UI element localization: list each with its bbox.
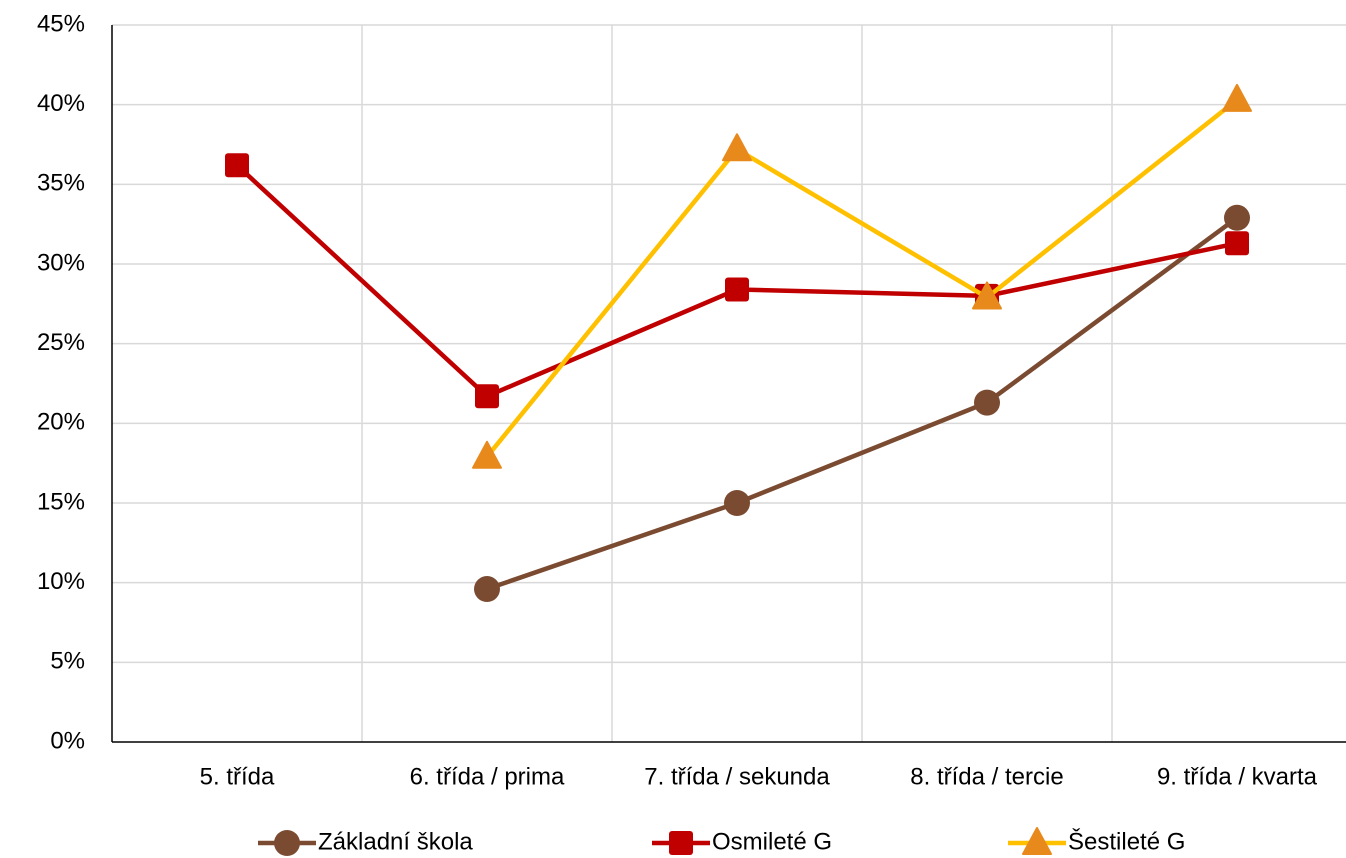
data-point (475, 384, 499, 409)
data-point (974, 389, 1000, 416)
data-point (1224, 204, 1250, 231)
data-point (722, 133, 752, 162)
series-line (486, 215, 1239, 592)
x-tick-label: 9. třída / kvarta (1157, 763, 1318, 790)
legend-marker (274, 830, 300, 856)
legend-marker (669, 831, 693, 855)
y-tick-label: 30% (37, 249, 85, 276)
data-point (1222, 83, 1252, 112)
y-tick-label: 45% (37, 10, 85, 37)
y-tick-label: 0% (50, 727, 85, 754)
legend-marker (1022, 827, 1052, 855)
x-tick-label: 8. třída / tercie (910, 763, 1063, 790)
data-point (474, 576, 500, 603)
legend-label: Osmileté G (712, 828, 832, 855)
y-tick-label: 35% (37, 170, 85, 197)
y-tick-label: 5% (50, 648, 85, 675)
data-point (972, 281, 1002, 310)
data-point (472, 440, 502, 469)
legend-label: Šestileté G (1068, 827, 1185, 855)
y-tick-label: 15% (37, 488, 85, 515)
y-tick-label: 10% (37, 568, 85, 595)
data-point (725, 277, 749, 302)
x-tick-label: 6. třída / prima (410, 763, 565, 790)
x-tick-label: 5. třída (200, 763, 275, 790)
legend-label: Základní škola (318, 828, 473, 855)
y-tick-label: 40% (37, 90, 85, 117)
series-line (485, 98, 1239, 459)
y-tick-label: 25% (37, 329, 85, 356)
data-point (724, 490, 750, 516)
x-tick-label: 7. třída / sekunda (644, 763, 830, 790)
y-tick-label: 20% (37, 409, 85, 436)
data-point (225, 153, 249, 178)
data-point (1225, 231, 1249, 256)
